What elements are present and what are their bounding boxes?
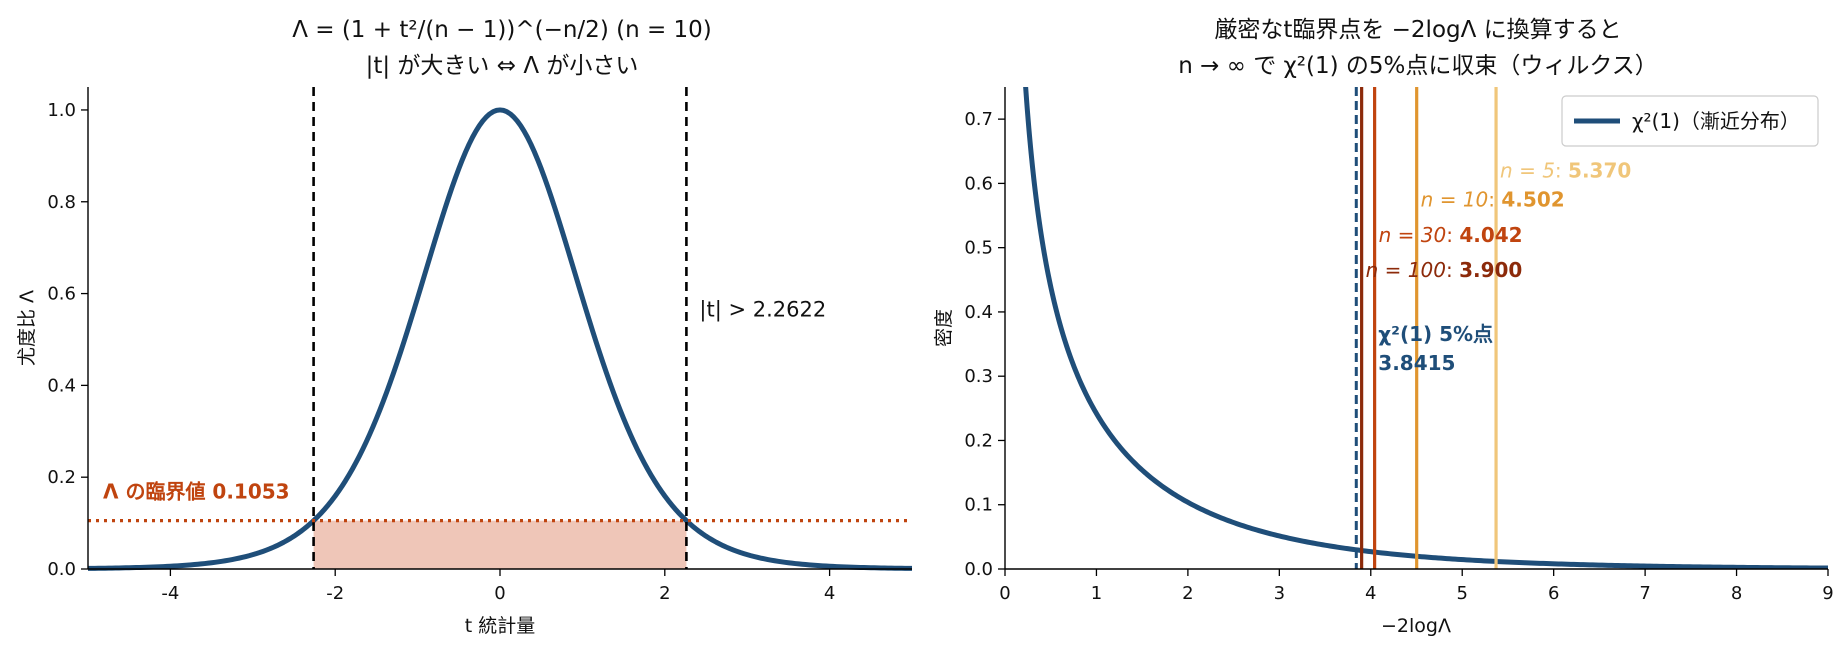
x-tick-label: 9 bbox=[1822, 583, 1833, 604]
left-y-ticks: 0.0 0.2 0.4 0.6 0.8 1.0 bbox=[47, 100, 88, 580]
right-x-ticks: 0 1 2 3 4 5 6 7 8 9 bbox=[999, 569, 1834, 604]
critical-t-label: |t| > 2.2622 bbox=[699, 298, 826, 323]
chi2-critical-label: χ²(1) 5%点 bbox=[1378, 322, 1493, 346]
y-tick-label: 0.5 bbox=[964, 238, 993, 259]
legend: χ²(1)（漸近分布） bbox=[1561, 95, 1819, 147]
critical-lambda-label: Λ の臨界値 0.1053 bbox=[103, 480, 290, 504]
x-tick-label: 6 bbox=[1548, 583, 1559, 604]
x-tick-label: 2 bbox=[1182, 583, 1193, 604]
exact-critical-label-1: n = 10: 4.502 bbox=[1421, 187, 1565, 211]
x-tick-label: 8 bbox=[1731, 583, 1742, 604]
right-y-axis-label: 密度 bbox=[933, 309, 955, 347]
right-chart-title: 厳密なt臨界点を −2logΛ に換算すると bbox=[1214, 17, 1621, 43]
right-x-axis-label: −2logΛ bbox=[1381, 615, 1451, 637]
exact-critical-lines bbox=[1360, 87, 1498, 569]
y-tick-label: 0.8 bbox=[47, 192, 76, 213]
exact-label-value: 4.502 bbox=[1501, 187, 1564, 211]
left-chart-title: Λ = (1 + t²/(n − 1))^(−n/2) (n = 10) bbox=[292, 17, 712, 43]
x-tick-label: 0 bbox=[999, 583, 1010, 604]
right-y-ticks: 0.0 0.1 0.2 0.3 0.4 0.5 0.6 0.7 bbox=[964, 109, 1005, 580]
y-tick-label: 0.2 bbox=[47, 467, 76, 488]
x-tick-label: 4 bbox=[1365, 583, 1376, 604]
y-tick-label: 0.3 bbox=[964, 366, 993, 387]
exact-label-n: n = 30 bbox=[1379, 223, 1447, 247]
y-tick-label: 1.0 bbox=[47, 100, 76, 121]
x-tick-label: 1 bbox=[1091, 583, 1102, 604]
likelihood-ratio-curve bbox=[87, 107, 913, 571]
exact-critical-label-0: n = 5: 5.370 bbox=[1500, 159, 1631, 183]
y-tick-label: 0.0 bbox=[47, 559, 76, 580]
exact-label-value: 5.370 bbox=[1568, 159, 1631, 183]
exact-label-sep: : bbox=[1488, 187, 1501, 211]
chi2-density-curve bbox=[1023, 87, 1828, 569]
legend-label: χ²(1)（漸近分布） bbox=[1632, 109, 1800, 133]
y-tick-label: 0.4 bbox=[47, 375, 76, 396]
chi2-critical-value: 3.8415 bbox=[1378, 351, 1455, 375]
exact-label-sep: : bbox=[1446, 223, 1459, 247]
x-tick-label: -4 bbox=[161, 583, 179, 604]
y-tick-label: 0.6 bbox=[964, 173, 993, 194]
exact-label-value: 4.042 bbox=[1459, 223, 1522, 247]
left-y-axis-label: 尤度比 Λ bbox=[16, 290, 38, 366]
x-tick-label: 5 bbox=[1456, 583, 1467, 604]
rejection-region-fill bbox=[313, 520, 687, 569]
exact-label-n: n = 10 bbox=[1421, 187, 1489, 211]
x-tick-label: 7 bbox=[1639, 583, 1650, 604]
exact-critical-label-2: n = 30: 4.042 bbox=[1379, 223, 1523, 247]
asymptotic-panel: 厳密なt臨界点を −2logΛ に換算すると n → ∞ で χ²(1) の5%… bbox=[933, 17, 1834, 637]
y-tick-label: 0.4 bbox=[964, 302, 993, 323]
x-tick-label: 0 bbox=[494, 583, 505, 604]
y-tick-label: 0.6 bbox=[47, 284, 76, 305]
x-tick-label: 3 bbox=[1274, 583, 1285, 604]
y-tick-label: 0.7 bbox=[964, 109, 993, 130]
exact-label-value: 3.900 bbox=[1459, 258, 1522, 282]
exact-critical-label-3: n = 100: 3.900 bbox=[1366, 258, 1523, 282]
y-tick-label: 0.2 bbox=[964, 430, 993, 451]
right-chart-subtitle: n → ∞ で χ²(1) の5%点に収束（ウィルクス） bbox=[1178, 53, 1657, 79]
left-chart-subtitle: |t| が大きい ⇔ Λ が小さい bbox=[366, 53, 639, 79]
y-tick-label: 0.0 bbox=[964, 559, 993, 580]
exact-label-sep: : bbox=[1555, 159, 1568, 183]
x-tick-label: 4 bbox=[824, 583, 835, 604]
left-x-axis-label: t 統計量 bbox=[465, 615, 536, 637]
exact-label-n: n = 5 bbox=[1500, 159, 1555, 183]
exact-label-n: n = 100 bbox=[1366, 258, 1446, 282]
x-tick-label: 2 bbox=[659, 583, 670, 604]
likelihood-ratio-panel: Λ = (1 + t²/(n − 1))^(−n/2) (n = 10) |t|… bbox=[16, 17, 913, 637]
exact-label-sep: : bbox=[1446, 258, 1459, 282]
left-x-ticks: -4 -2 0 2 4 bbox=[161, 569, 835, 604]
x-tick-label: -2 bbox=[326, 583, 344, 604]
legend-box bbox=[1561, 95, 1819, 147]
y-tick-label: 0.1 bbox=[964, 495, 993, 516]
